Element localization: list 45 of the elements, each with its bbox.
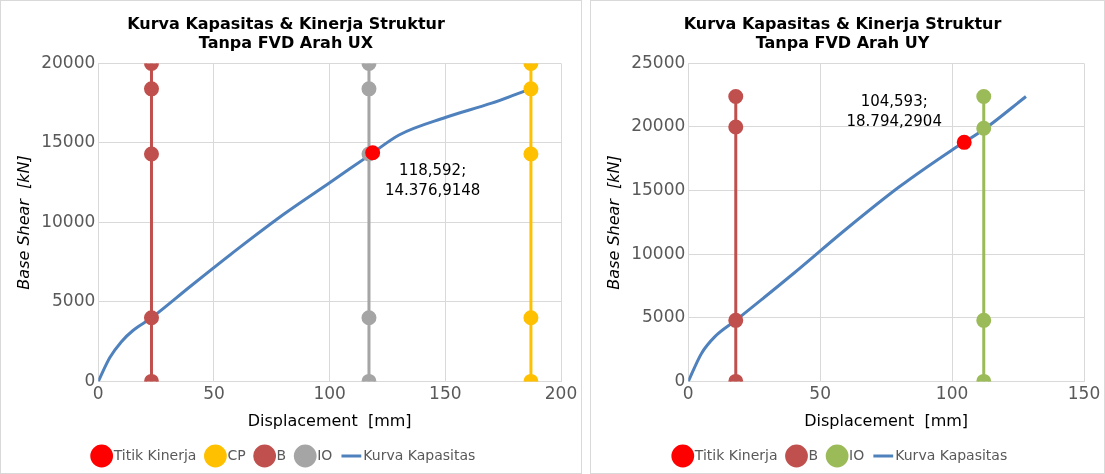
- x-axis-title: Displacement [mm]: [247, 410, 412, 430]
- point: [976, 120, 992, 136]
- point: [976, 88, 992, 104]
- x-tick-label: 100: [313, 383, 346, 404]
- point: [956, 134, 972, 150]
- x-tick-label: 100: [935, 383, 969, 404]
- chart-title: Kurva Kapasitas & Kinerja Struktur Tanpa FVD Arah UX: [127, 13, 445, 52]
- y-tick-label: 10000: [41, 210, 96, 231]
- point: [143, 146, 159, 162]
- legend-label: IO: [849, 446, 865, 463]
- x-tick-label: 150: [429, 383, 462, 404]
- point: [728, 119, 744, 135]
- y-tick-label: 20000: [631, 115, 686, 136]
- point: [365, 145, 381, 161]
- legend-label: Kurva Kapasitas: [363, 446, 476, 463]
- legend-label: Titik Kinerja: [112, 446, 197, 463]
- y-tick-label: 15000: [41, 131, 96, 152]
- legend-label: CP: [227, 446, 246, 463]
- x-axis-title: Displacement [mm]: [804, 410, 969, 430]
- y-tick-label: 10000: [631, 242, 686, 263]
- chart-title: Kurva Kapasitas & Kinerja Struktur Tanpa FVD Arah UY: [683, 13, 1002, 52]
- annotation: 118,592; 14.376,9148: [384, 160, 481, 199]
- x-tick-label: 50: [203, 383, 225, 404]
- x-tick-label: 200: [544, 383, 578, 404]
- legend-label: B: [808, 446, 819, 463]
- y-tick-label: 20000: [41, 51, 96, 72]
- y-tick-label: 15000: [631, 179, 686, 200]
- point: [523, 146, 539, 162]
- legend-label: B: [276, 446, 287, 463]
- y-axis-title: Base Shear [kN]: [603, 155, 623, 290]
- point: [143, 81, 159, 97]
- y-axis-title: Base Shear [kN]: [13, 155, 33, 290]
- y-tick-label: 5000: [52, 290, 96, 311]
- line-series: [688, 94, 1028, 382]
- point: [728, 88, 744, 104]
- legend-label: Kurva Kapasitas: [895, 446, 1008, 463]
- annotation: 104,593; 18.794,2904: [846, 92, 942, 131]
- point: [523, 81, 539, 97]
- point: [361, 81, 377, 97]
- x-tick-label: 50: [809, 383, 832, 404]
- legend-label: Titik Kinerja: [693, 446, 778, 463]
- y-tick-label: 5000: [642, 306, 686, 327]
- legend-label: IO: [317, 446, 333, 463]
- x-tick-label: 150: [1067, 383, 1101, 404]
- y-tick-label: 25000: [631, 51, 686, 72]
